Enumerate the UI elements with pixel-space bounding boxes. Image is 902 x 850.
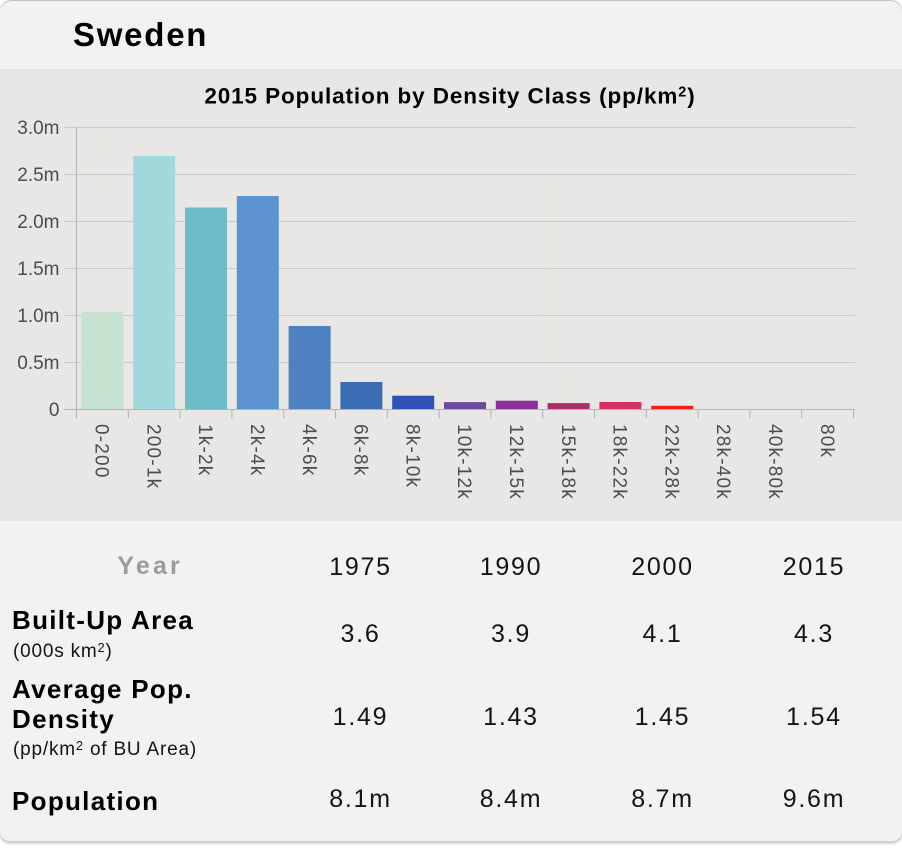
svg-text:22k-28k: 22k-28k [660,424,681,500]
svg-text:0.5m: 0.5m [17,353,59,374]
svg-text:0: 0 [49,400,60,421]
svg-text:1.0m: 1.0m [17,306,59,327]
svg-text:40k-80k: 40k-80k [764,424,785,500]
svg-text:2k-4k: 2k-4k [246,424,267,476]
svg-text:200-1k: 200-1k [142,424,163,489]
svg-text:8k-10k: 8k-10k [401,424,422,488]
svg-text:0-200: 0-200 [91,424,112,479]
svg-text:4k-6k: 4k-6k [298,424,319,476]
svg-text:2.0m: 2.0m [17,212,59,233]
svg-text:80k: 80k [816,424,837,458]
svg-text:15k-18k: 15k-18k [557,424,578,500]
svg-text:1.5m: 1.5m [17,259,59,280]
svg-text:28k-40k: 28k-40k [712,424,733,500]
svg-text:6k-8k: 6k-8k [350,424,371,476]
svg-text:18k-22k: 18k-22k [609,424,630,500]
svg-text:2015 Population by Density Cla: 2015 Population by Density Class (pp/km2… [204,84,695,109]
svg-text:2.5m: 2.5m [17,165,59,186]
svg-text:12k-15k: 12k-15k [505,424,526,500]
svg-text:10k-12k: 10k-12k [453,424,474,500]
svg-text:3.0m: 3.0m [17,118,59,139]
svg-text:1k-2k: 1k-2k [194,424,215,476]
